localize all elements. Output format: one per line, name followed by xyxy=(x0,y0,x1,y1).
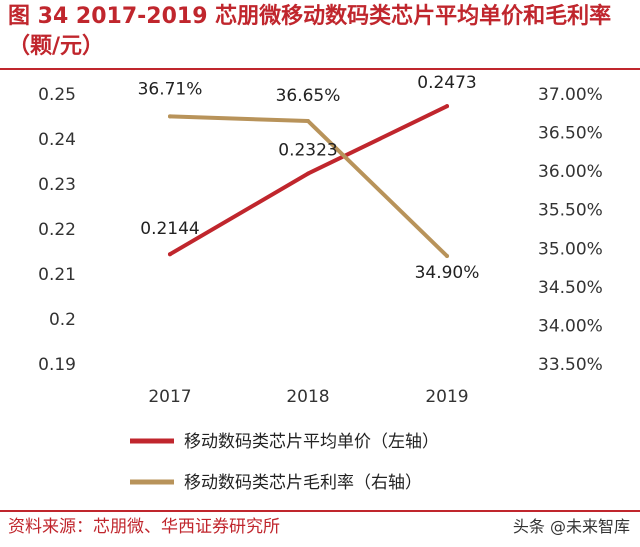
x-tick-label: 2018 xyxy=(286,387,329,407)
left-y-tick-label: 0.23 xyxy=(38,175,76,195)
series-lines xyxy=(168,104,449,258)
right-y-tick-label: 34.00% xyxy=(538,316,603,336)
price-data-label: 0.2473 xyxy=(417,73,476,93)
left-y-tick-label: 0.2 xyxy=(49,310,76,330)
margin-data-label: 36.65% xyxy=(276,86,341,106)
x-tick-label: 2019 xyxy=(425,387,468,407)
price-data-point xyxy=(445,104,449,109)
data-labels: 0.2144 0.2323 0.2473 36.71% 36.65% 34.90% xyxy=(138,73,480,283)
chart: 0.25 0.24 0.23 0.22 0.21 0.2 0.19 37.00% 36.50%… xyxy=(38,73,603,493)
x-axis: 2017 2018 2019 xyxy=(148,387,468,407)
margin-data-point xyxy=(306,119,310,123)
left-y-tick-label: 0.19 xyxy=(38,355,76,375)
margin-data-point xyxy=(168,114,172,119)
right-y-tick-label: 35.00% xyxy=(538,239,603,259)
price-data-point xyxy=(306,171,310,176)
source-note: 资料来源：芯朋微、华西证券研究所 xyxy=(8,517,280,537)
margin-data-label: 34.90% xyxy=(415,263,480,283)
title-divider xyxy=(0,68,640,70)
margin-series-line xyxy=(168,114,449,258)
left-y-tick-label: 0.25 xyxy=(38,85,76,105)
footer-divider xyxy=(0,510,640,512)
x-tick-label: 2017 xyxy=(148,387,191,407)
watermark: 头条 @未来智库 xyxy=(512,517,630,536)
price-data-label: 0.2144 xyxy=(140,219,199,239)
price-data-label: 0.2323 xyxy=(278,141,337,161)
left-y-axis: 0.25 0.24 0.23 0.22 0.21 0.2 0.19 xyxy=(38,85,76,375)
right-y-axis: 37.00% 36.50% 36.00% 35.50% 35.00% 34.50% 34.0… xyxy=(538,85,603,375)
left-y-tick-label: 0.22 xyxy=(38,220,76,240)
chart-title: 图 34 2017-2019 芯朋微移动数码类芯片平均单价和毛利率（颗/元） xyxy=(8,4,612,59)
price-data-point xyxy=(168,252,172,257)
right-y-tick-label: 35.50% xyxy=(538,201,603,221)
margin-data-point xyxy=(445,254,449,258)
legend-margin-label: 移动数码类芯片毛利率（右轴） xyxy=(184,473,422,493)
margin-data-label: 36.71% xyxy=(138,79,203,99)
right-y-tick-label: 33.50% xyxy=(538,355,603,375)
left-y-tick-label: 0.24 xyxy=(38,130,76,150)
right-y-tick-label: 37.00% xyxy=(538,85,603,105)
legend: 移动数码类芯片平均单价（左轴） 移动数码类芯片毛利率（右轴） xyxy=(130,432,439,493)
legend-price-label: 移动数码类芯片平均单价（左轴） xyxy=(184,432,439,452)
right-y-tick-label: 36.50% xyxy=(538,124,603,144)
left-y-tick-label: 0.21 xyxy=(38,265,76,285)
right-y-tick-label: 34.50% xyxy=(538,278,603,298)
price-series-line xyxy=(168,104,449,257)
right-y-tick-label: 36.00% xyxy=(538,162,603,182)
